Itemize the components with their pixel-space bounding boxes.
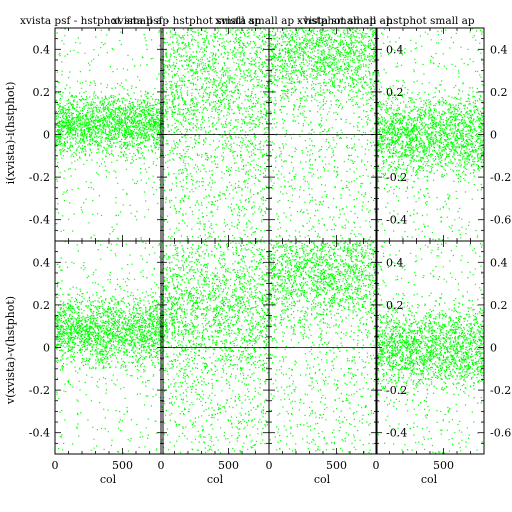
labels-layer: xvista psf - hstphot small ap xvista psf…: [4, 15, 511, 486]
ytick-label-left: -0.2: [29, 171, 50, 184]
scatter-points-top-2: [161, 28, 269, 241]
xtick-label: 0: [158, 459, 165, 472]
ytick-label-left: -0.4: [29, 427, 50, 440]
ytick-label-left: 0: [43, 129, 50, 142]
panel-title-2: xvista psf - hstphot small ap: [112, 15, 261, 27]
points-layer: [55, 28, 484, 454]
y-axis-label-top: i(xvista)-i(hstphot): [4, 82, 17, 185]
ytick-label-right: -0.2: [490, 384, 511, 397]
scatter-points-top-3: [269, 28, 377, 241]
xtick-label: 500: [112, 459, 133, 472]
points-top-4: [376, 28, 484, 241]
xtick-label: 0: [52, 459, 59, 472]
scatter-points-bottom-3: [269, 241, 377, 454]
reference-lines-layer: [161, 134, 377, 348]
ytick-label-inner: 0.2: [386, 86, 404, 99]
ytick-label-left: 0: [43, 342, 50, 355]
xtick-label: 500: [433, 459, 454, 472]
ytick-label-inner: 0.4: [386, 43, 404, 56]
ytick-label-inner: 0.4: [386, 256, 404, 269]
ytick-label-right: -0.2: [490, 171, 511, 184]
ytick-label-left: -0.2: [29, 384, 50, 397]
ytick-label-right: -0.6: [490, 214, 511, 227]
ytick-label-right: 0.4: [490, 256, 508, 269]
xtick-label: 0: [373, 459, 380, 472]
points-top-3: [269, 28, 377, 241]
x-axis-label-4: col: [421, 473, 438, 486]
ytick-label-right: 0: [490, 342, 497, 355]
ytick-label-left: 0.2: [33, 86, 51, 99]
xtick-label: 0: [266, 459, 273, 472]
points-bottom-1: [55, 241, 163, 454]
panel-frame-bottom-1: [54, 240, 164, 455]
ytick-label-left: 0.4: [33, 43, 51, 56]
x-axis-label-2: col: [207, 473, 224, 486]
ytick-label-inner: -0.4: [386, 427, 407, 440]
ytick-label-inner: -0.2: [386, 384, 407, 397]
scatter-points-top-4: [376, 28, 484, 241]
scatter-points-bottom-1: [55, 241, 163, 454]
panel-title-1: xvista psf - hstphot small ap: [20, 15, 169, 27]
panel-title-3: xvista small ap - hstphot small ap: [215, 15, 393, 27]
ticks-layer: [54, 27, 485, 455]
ytick-label-right: 0.2: [490, 86, 508, 99]
y-axis-label-bottom: v(xvista)-v(hstphot): [4, 296, 17, 405]
ytick-label-right: 0.2: [490, 299, 508, 312]
panel-title-4: xvista small ap - hstphot small ap: [297, 15, 475, 27]
ytick-label-inner: -0.4: [386, 214, 407, 227]
points-bottom-3: [269, 241, 377, 454]
points-bottom-2: [161, 241, 269, 454]
scatter-points-bottom-2: [161, 241, 269, 454]
ytick-label-inner: -0.2: [386, 171, 407, 184]
scatter-points-bottom-4: [376, 241, 484, 454]
ytick-label-right: -0.6: [490, 427, 511, 440]
points-top-1: [55, 28, 163, 241]
ytick-label-left: -0.4: [29, 214, 50, 227]
ytick-label-right: 0.4: [490, 43, 508, 56]
x-axis-label-3: col: [314, 473, 331, 486]
points-bottom-4: [376, 241, 484, 454]
x-axis-label-1: col: [100, 473, 117, 486]
points-top-2: [161, 28, 269, 241]
scatter-points-top-1: [55, 28, 163, 241]
ytick-label-right: 0: [490, 129, 497, 142]
ytick-label-left: 0.2: [33, 299, 51, 312]
ytick-label-inner: 0.2: [386, 299, 404, 312]
ytick-label-left: 0.4: [33, 256, 51, 269]
xtick-label: 500: [326, 459, 347, 472]
xtick-label: 500: [218, 459, 239, 472]
